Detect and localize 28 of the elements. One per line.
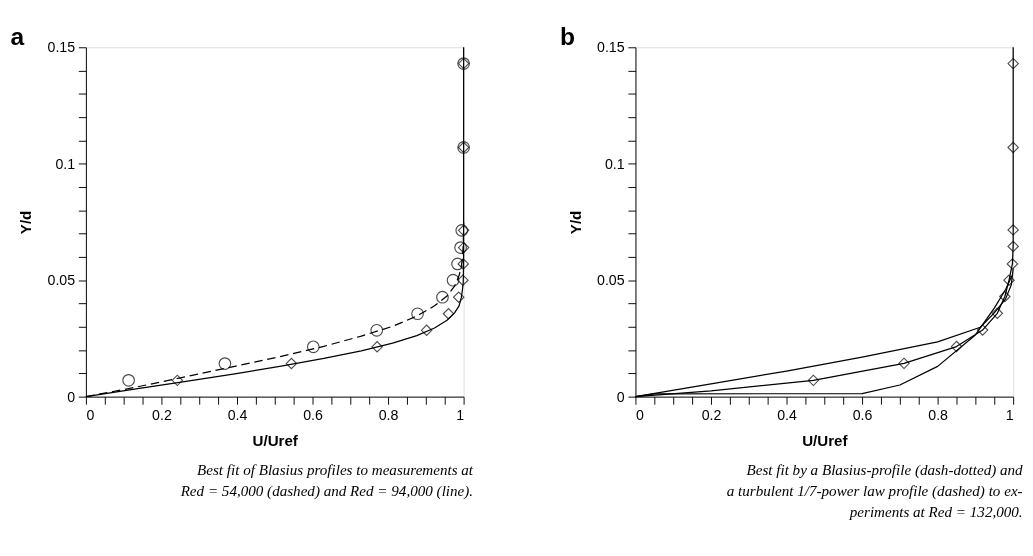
y-tick-label: 0 bbox=[67, 388, 76, 405]
y-tick-label: 0.15 bbox=[597, 39, 625, 56]
y-tick-label: 0 bbox=[616, 388, 625, 405]
y-axis-title: Y/d bbox=[17, 210, 35, 235]
x-tick-label: 0.4 bbox=[777, 406, 797, 423]
x-tick-label: 0.2 bbox=[152, 406, 172, 423]
x-tick-label: 0.6 bbox=[303, 406, 323, 423]
x-tick-label: 0 bbox=[635, 406, 644, 423]
text: Best fit of Blasius profiles to measurements at Red = 54,000 (dashed) and Red = 94,000 (line). bbox=[179, 462, 474, 500]
x-tick-label: 0 bbox=[86, 406, 95, 423]
x-tick-label: 0.4 bbox=[227, 406, 248, 423]
x-tick-label: 0.8 bbox=[378, 406, 399, 423]
x-axis-title: U/Uref bbox=[802, 432, 849, 450]
y-axis-title: Y/d bbox=[567, 210, 584, 235]
x-tick-label: 0.2 bbox=[701, 406, 722, 423]
y-tick-label: 0.15 bbox=[47, 39, 76, 56]
chart-title: a bbox=[10, 23, 25, 51]
y-tick-label: 0.1 bbox=[604, 155, 625, 172]
x-tick-label: 0.6 bbox=[852, 406, 873, 423]
x-tick-label: 1 bbox=[456, 406, 465, 423]
x-tick-label: 1 bbox=[1005, 406, 1014, 423]
x-axis-title: U/Uref bbox=[252, 432, 299, 450]
y-tick-label: 0.05 bbox=[597, 272, 625, 289]
y-tick-label: 0.05 bbox=[47, 272, 76, 289]
chart-title: b bbox=[559, 23, 575, 51]
text: Best fit by a Blasius-profile (dash-dotted) and a turbulent 1/7-power law profile (dashed) to ex- periments at Red = 132,000. bbox=[726, 462, 1024, 520]
x-tick-label: 0.8 bbox=[928, 406, 949, 423]
y-tick-label: 0.1 bbox=[55, 155, 76, 172]
